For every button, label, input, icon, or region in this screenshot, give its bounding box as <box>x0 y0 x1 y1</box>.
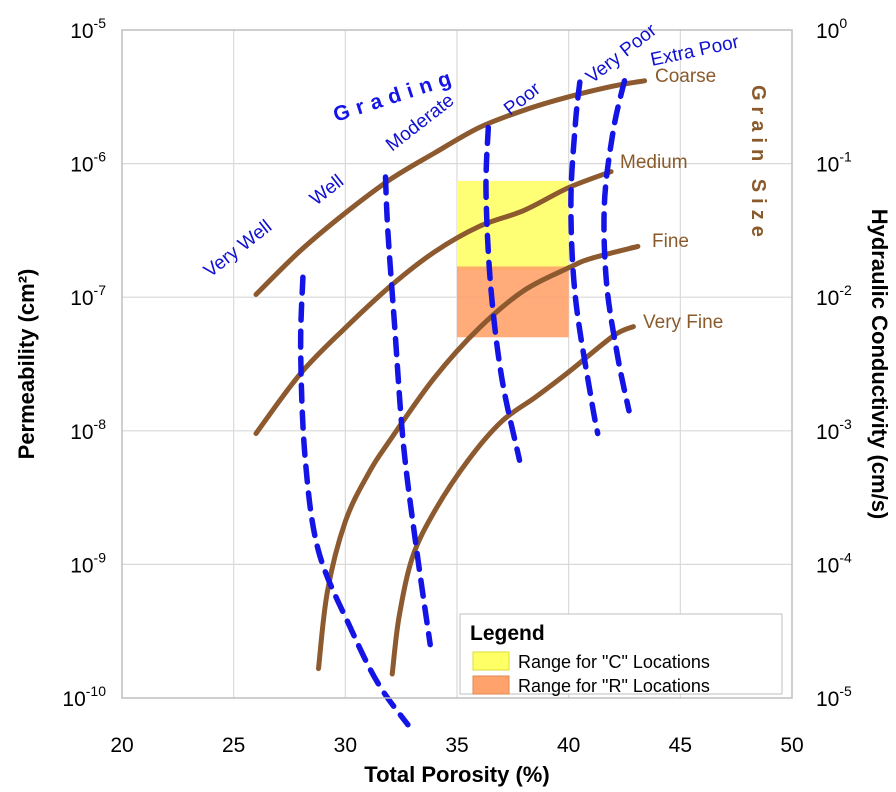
grading-curve-moderate <box>483 124 523 463</box>
grading-curves <box>297 78 632 728</box>
legend-swatch-c <box>472 651 510 671</box>
x-tick-label: 40 <box>557 734 580 757</box>
left-y-tick-labels: 10-10 10-9 10-8 10-7 10-6 10-5 <box>62 15 106 711</box>
grain-curve-medium <box>253 169 614 436</box>
grading-curve-poor <box>568 79 601 437</box>
right-y-tick-label: 10-4 <box>816 549 852 577</box>
x-tick-label: 50 <box>780 734 803 757</box>
grain-curve-fine <box>316 243 641 672</box>
plot-frame <box>121 29 793 699</box>
left-y-tick-label: 10-5 <box>70 15 106 43</box>
right-y-tick-label: 10-3 <box>816 416 852 444</box>
label-coarse: Coarse <box>655 66 716 87</box>
right-y-tick-labels: 10-5 10-4 10-3 10-2 10-1 100 <box>816 15 852 711</box>
left-y-tick-label: 10-8 <box>70 416 106 444</box>
right-y-axis-title: Hydraulic Conductivity (cm/s) <box>867 209 892 520</box>
left-y-tick-label: 10-7 <box>70 282 106 310</box>
x-tick-label: 45 <box>669 734 692 757</box>
legend-title: Legend <box>470 622 545 645</box>
x-tick-label: 35 <box>445 734 468 757</box>
legend-swatch-r <box>472 675 510 695</box>
legend-label-c: Range for "C" Locations <box>518 652 710 672</box>
right-y-tick-label: 100 <box>816 15 847 43</box>
left-y-tick-label: 10-6 <box>70 149 106 177</box>
legend: Legend Range for "C" Locations Range for… <box>459 613 783 696</box>
x-tick-label: 30 <box>334 734 357 757</box>
legend-label-r: Range for "R" Locations <box>518 676 710 696</box>
x-tick-label: 20 <box>110 734 133 757</box>
grain-size-curves <box>253 78 648 677</box>
left-y-tick-label: 10-9 <box>70 549 106 577</box>
grain-size-title: Grain Size <box>747 85 769 243</box>
grading-curve-very-well <box>297 274 411 728</box>
grading-curve-well <box>382 174 433 648</box>
left-y-axis-title: Permeability (cm²) <box>14 269 39 460</box>
right-y-tick-label: 10-1 <box>816 149 852 177</box>
x-tick-labels: 20 25 30 35 40 45 50 <box>110 734 803 757</box>
grading-curve-very-poor <box>601 78 632 414</box>
label-medium: Medium <box>620 152 688 173</box>
x-tick-label: 25 <box>222 734 245 757</box>
grain-curve-coarse <box>253 78 648 297</box>
right-y-tick-label: 10-5 <box>816 683 852 711</box>
right-y-tick-label: 10-2 <box>816 282 852 310</box>
range-rectangles <box>457 180 569 338</box>
label-fine: Fine <box>652 231 689 252</box>
legend-box <box>459 613 783 695</box>
grain-curve-very-fine <box>389 324 636 677</box>
label-very-fine: Very Fine <box>643 312 723 333</box>
left-y-tick-label: 10-10 <box>62 683 106 711</box>
x-axis-title: Total Porosity (%) <box>364 762 549 787</box>
